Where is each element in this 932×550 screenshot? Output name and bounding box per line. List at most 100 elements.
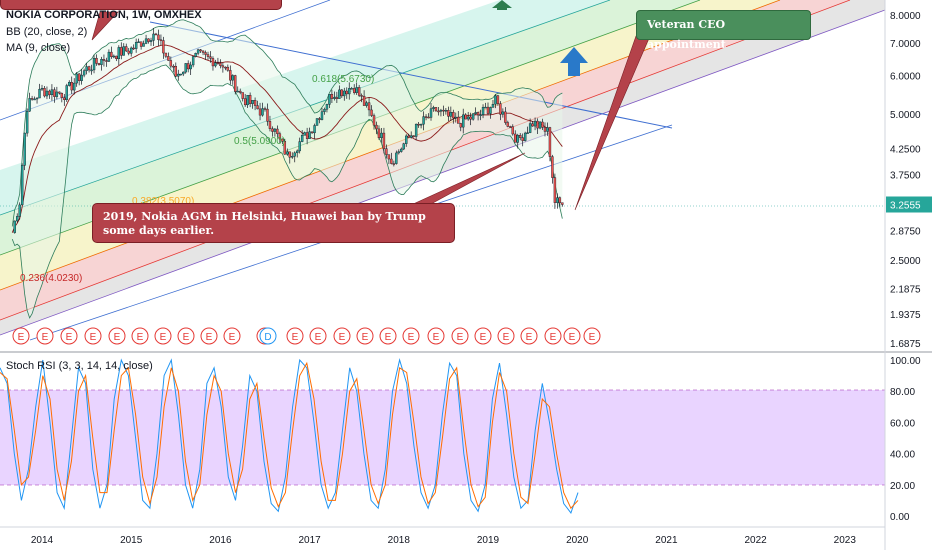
candle-body (387, 154, 391, 160)
earnings-marker[interactable] (36, 327, 54, 345)
earnings-marker[interactable] (356, 327, 374, 345)
candle-body (30, 98, 34, 100)
price-tick-label: 3.7500 (890, 171, 921, 182)
candle-body (333, 97, 336, 99)
stoch-rsi-pane[interactable]: 100.00 80.00 60.00 40.00 20.00 0.00 (0, 356, 921, 523)
earnings-marker[interactable] (563, 327, 581, 345)
candle-body (35, 97, 39, 100)
earnings-marker[interactable] (583, 327, 601, 345)
earnings-marker[interactable] (309, 327, 327, 345)
earnings-marker-label: E (589, 332, 596, 343)
earnings-marker[interactable] (223, 327, 241, 345)
price-tick-label: 2.5000 (890, 256, 921, 267)
earnings-marker[interactable] (474, 327, 492, 345)
candle-body (38, 88, 41, 99)
candle-body (447, 110, 450, 117)
earnings-marker[interactable] (84, 327, 102, 345)
earnings-marker[interactable] (497, 327, 515, 345)
candle-body (395, 152, 398, 164)
earnings-marker[interactable] (131, 327, 149, 345)
candle-body (362, 95, 366, 106)
earnings-marker[interactable] (451, 327, 469, 345)
candle-body (139, 41, 143, 47)
candle-body (216, 62, 220, 65)
earnings-marker[interactable] (520, 327, 538, 345)
candle-body (261, 108, 264, 116)
candle-body (454, 116, 457, 119)
candle-body (219, 62, 222, 66)
candle-body (182, 71, 185, 75)
time-tick-label: 2017 (298, 535, 321, 546)
earnings-marker[interactable] (402, 327, 420, 345)
time-tick-label: 2015 (120, 535, 143, 546)
candle-body (234, 75, 237, 92)
time-tick-label: 2014 (31, 535, 54, 546)
candle-body (92, 57, 96, 71)
top-callout-pointer (91, 11, 119, 41)
candle-body (162, 40, 165, 54)
candle-body (293, 152, 296, 157)
price-pane[interactable]: 0.618(5.6730) 0.5(5.0900) 0.382(3.5070) 0.2… (0, 0, 932, 350)
candle-body (338, 89, 341, 99)
candle-body (489, 107, 492, 114)
candle-body (102, 59, 106, 61)
earnings-marker-label: D (264, 332, 271, 343)
ceo-callout[interactable]: Veteran CEO appointment (636, 10, 811, 51)
candle-body (360, 95, 363, 97)
stoch-tick-label: 0.00 (890, 512, 910, 523)
candle-body (73, 82, 76, 91)
earnings-marker-label: E (339, 332, 346, 343)
earnings-marker-label: E (408, 332, 415, 343)
candle-body (310, 131, 314, 134)
candle-body (511, 126, 514, 135)
agm-callout[interactable]: 2019, Nokia AGM in Helsinki, Huawei ban … (92, 203, 455, 243)
candle-body (452, 112, 455, 119)
earnings-marker[interactable] (286, 327, 304, 345)
earnings-marker[interactable] (200, 327, 218, 345)
earnings-marker-label: E (18, 332, 25, 343)
candle-body (45, 90, 49, 97)
arrow-up-icon (560, 47, 588, 76)
candle-body (343, 90, 346, 97)
candle-body (243, 98, 247, 106)
earnings-marker-label: E (229, 332, 236, 343)
price-tick-label: 2.1875 (890, 284, 921, 295)
candle-body (370, 109, 373, 116)
earnings-marker[interactable] (108, 327, 126, 345)
candle-body (125, 46, 128, 52)
earnings-marker[interactable] (177, 327, 195, 345)
earnings-marker[interactable] (427, 327, 445, 345)
candle-body (23, 132, 26, 166)
earnings-marker[interactable] (12, 327, 30, 345)
earnings-marker[interactable] (544, 327, 562, 345)
candle-body (122, 46, 125, 56)
stoch-k-line (0, 358, 579, 514)
stoch-tick-label: 60.00 (890, 418, 915, 429)
candle-body (558, 197, 562, 203)
earnings-marker[interactable] (154, 327, 172, 345)
earnings-marker[interactable] (333, 327, 351, 345)
top-callout-box[interactable] (0, 0, 282, 10)
candle-body (189, 64, 192, 70)
stoch-d-line (0, 361, 579, 510)
candle-body (476, 112, 480, 116)
candle-body (484, 106, 487, 109)
earnings-marker[interactable] (259, 327, 277, 345)
candle-body (224, 66, 227, 69)
candle-body (305, 132, 309, 139)
candle-body (375, 124, 378, 130)
candle-body (20, 165, 24, 206)
candle-body (437, 110, 440, 113)
candle-body (144, 38, 148, 44)
earnings-marker[interactable] (379, 327, 397, 345)
candle-body (548, 127, 552, 157)
candle-body (191, 56, 195, 66)
candle-body (87, 66, 91, 71)
earnings-marker[interactable] (60, 327, 78, 345)
candle-body (105, 60, 108, 62)
candle-body (471, 113, 475, 120)
price-tick-label: 7.0000 (890, 39, 921, 50)
candle-body (55, 91, 59, 97)
time-tick-label: 2016 (209, 535, 232, 546)
candle-body (266, 108, 269, 122)
